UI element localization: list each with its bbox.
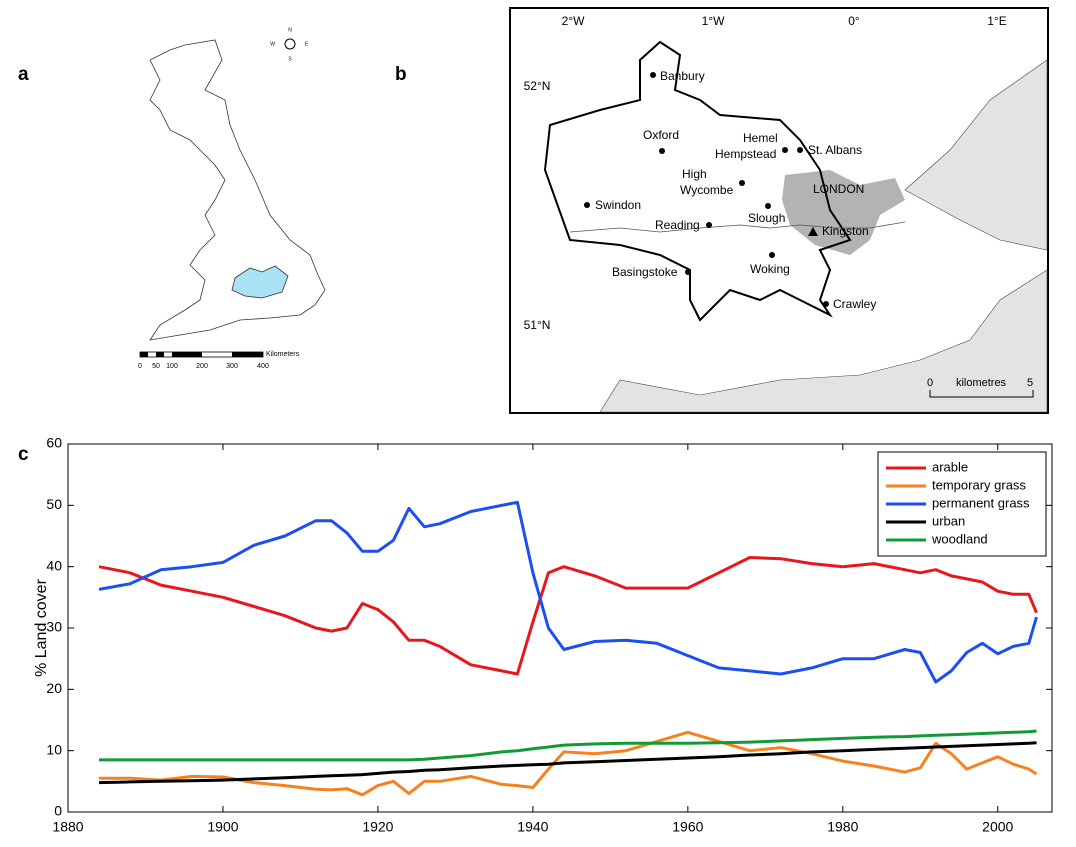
scale-bar [140,352,148,357]
legend-label: woodland [931,531,988,546]
map-a: N E S W Kilometers 0 50 100 200 300 400 [138,27,326,370]
catchment-outline [543,40,852,322]
scale-bar [929,390,1034,398]
line-series [99,730,1038,797]
town-label: Swindon [595,198,641,212]
line-series [98,556,1038,676]
lat-label: 51°N [524,318,551,332]
lon-label: 2°W [562,14,585,28]
region-label: LONDON [813,182,864,196]
britain-outline [149,39,326,341]
town [797,147,803,153]
town-label: Wycombe [680,183,734,197]
town-label: Hempstead [715,147,776,161]
scale-label: 200 [196,363,208,370]
x-tick-label: 1960 [672,819,703,835]
compass-label: W [270,41,275,47]
town-label: Crawley [833,297,876,311]
scale-bar [172,352,202,357]
scale-label: 0 [927,377,933,389]
x-tick-label: 1940 [517,819,548,835]
scale-bar [156,352,164,357]
sea [599,269,1048,413]
town [706,222,712,228]
y-axis-label: % Land cover [33,578,50,677]
town-label: Hemel [743,131,778,145]
compass-label: E [305,41,309,47]
town-label: Slough [748,211,785,225]
legend-label: arable [932,459,968,474]
town [782,147,788,153]
panel-label: a [18,64,29,85]
lon-label: 1°W [702,14,725,28]
y-tick-label: 40 [46,557,62,573]
lat-label: 52°N [524,79,551,93]
scale-label: 400 [257,363,269,370]
line-series [99,729,1037,762]
x-tick-label: 1900 [207,819,238,835]
legend-label: permanent grass [932,495,1030,510]
town-label: Banbury [660,69,705,83]
scale-title: Kilometers [266,351,300,358]
x-tick-label: 1880 [52,819,83,835]
study-area [231,265,289,299]
line-series [98,741,1037,785]
y-tick-label: 30 [46,619,62,635]
panel-label: c [18,444,29,465]
scale-label: 5 [1027,377,1033,389]
compass-label: S [288,56,292,62]
town [739,180,745,186]
town [685,269,691,275]
town-label: Oxford [643,128,679,142]
town [650,72,656,78]
town-label: Basingstoke [612,265,678,279]
scale-label: 300 [226,363,238,370]
town [823,301,829,307]
town-label: Reading [655,218,700,232]
legend-label: temporary grass [932,477,1026,492]
y-tick-label: 10 [46,741,62,757]
map-b: 2°W 1°W 0° 1°E 52°N 51°N Banbury Oxford … [509,7,1049,414]
y-tick-label: 0 [54,803,62,819]
town [659,148,665,154]
town [808,227,818,236]
y-tick-label: 50 [46,496,62,512]
town-label: Kingston [822,224,869,238]
lon-label: 0° [848,14,860,28]
lon-label: 1°E [987,14,1006,28]
scale-label: 100 [166,363,178,370]
legend-label: urban [932,513,965,528]
scale-label: 0 [138,363,142,370]
sea [904,59,1048,251]
compass [284,38,296,50]
compass-label: N [288,27,292,33]
x-tick-label: 2000 [982,819,1013,835]
town-label: Woking [750,262,790,276]
scale-title: kilometres [956,377,1007,389]
town-label: St. Albans [808,143,862,157]
x-tick-label: 1980 [827,819,858,835]
x-tick-label: 1920 [362,819,393,835]
scale-bar [232,352,263,357]
y-tick-label: 20 [46,680,62,696]
river [569,221,906,233]
town [584,202,590,208]
y-tick-label: 60 [46,435,62,451]
town-label: High [682,167,707,181]
panel-label: b [395,64,407,85]
line-series [98,500,1038,684]
town [765,203,771,209]
scale-label: 50 [152,363,160,370]
town [769,252,775,258]
